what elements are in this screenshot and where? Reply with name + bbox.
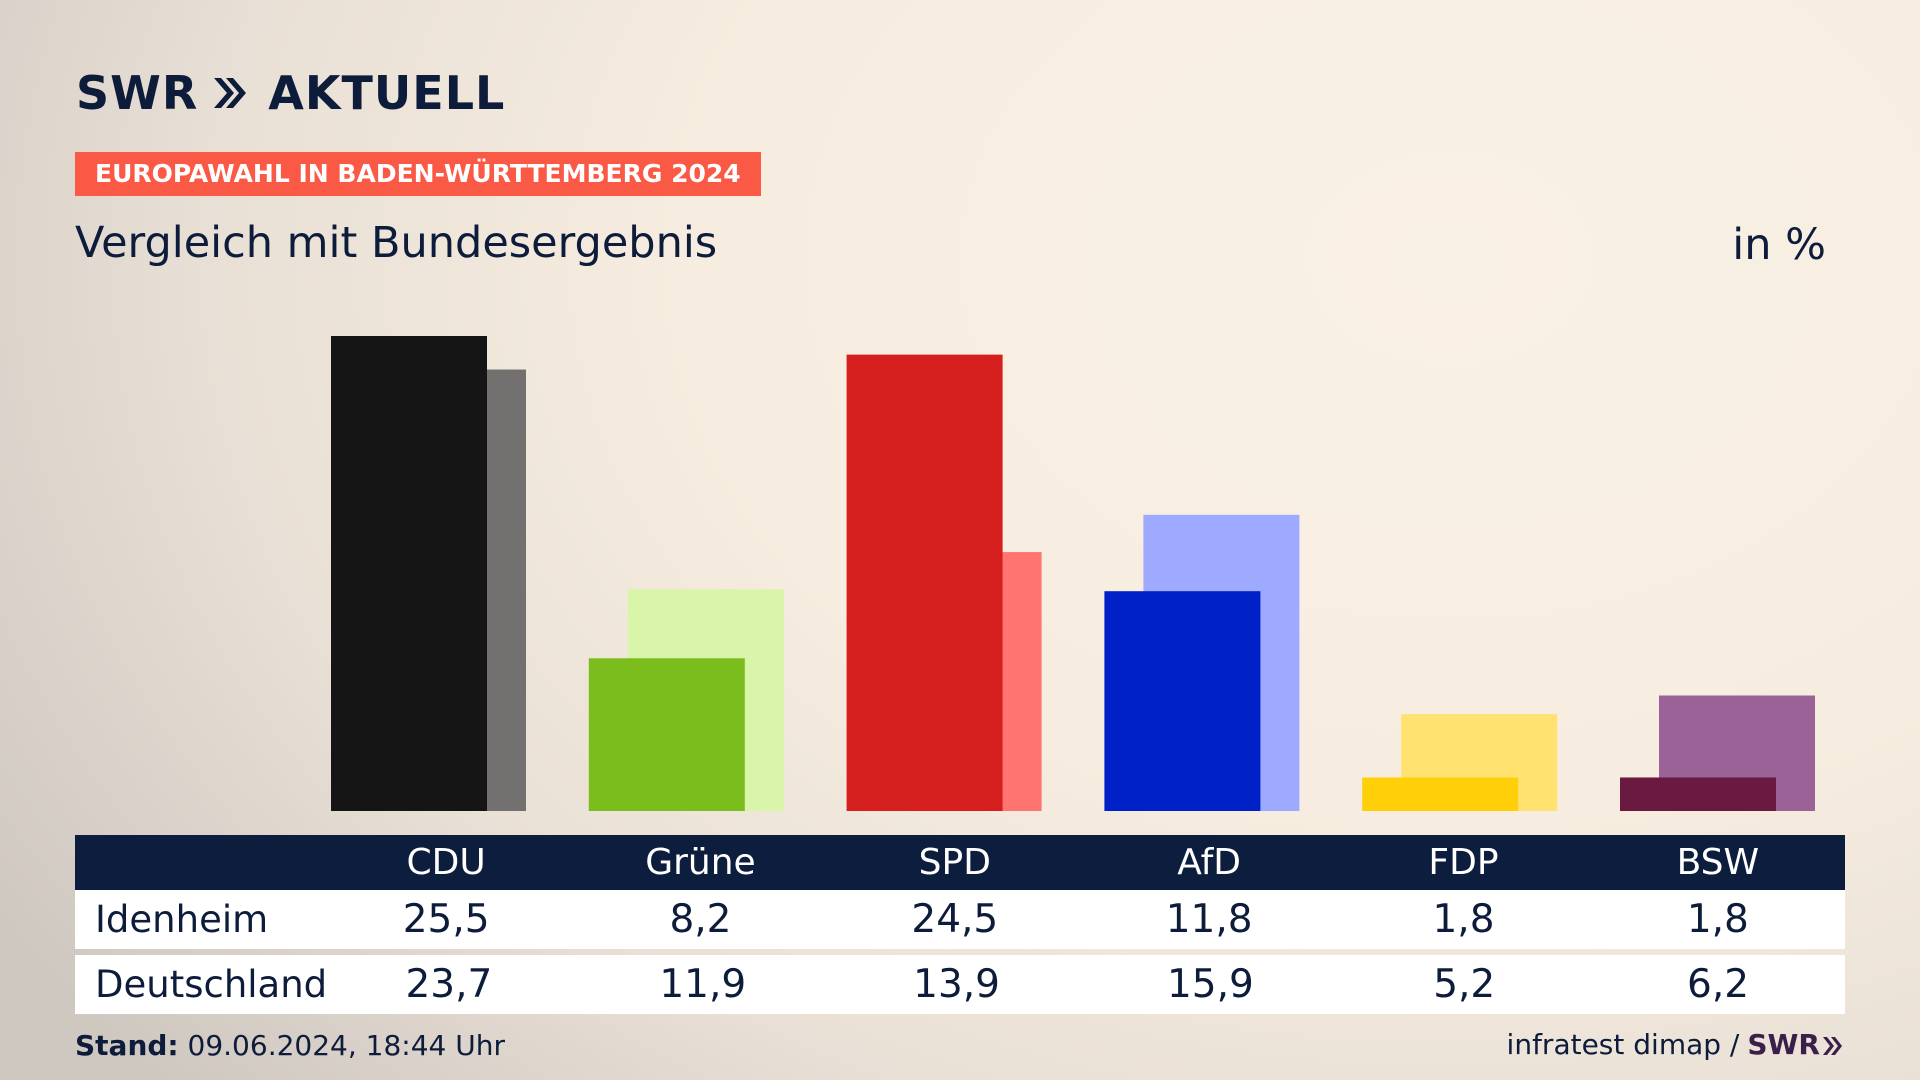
bar-idenheim-fdp — [1362, 777, 1519, 811]
election-tag: EUROPAWAHL IN BADEN-WÜRTTEMBERG 2024 — [75, 152, 761, 196]
timestamp: Stand: 09.06.2024, 18:44 Uhr — [75, 1029, 505, 1062]
table-header-row: CDU Grüne SPD AfD FDP BSW — [75, 835, 1845, 890]
party-header-grüne: Grüne — [645, 842, 756, 883]
value-cell: 1,8 — [1432, 897, 1495, 942]
party-header-fdp: FDP — [1428, 842, 1499, 883]
value-cell: 6,2 — [1687, 962, 1750, 1007]
swr-aktuell-logo: SWR AKTUELL — [76, 66, 506, 120]
table-row-deutschland: Deutschland 23,7 11,9 13,9 15,9 5,2 6,2 — [75, 955, 1845, 1014]
bar-idenheim-grüne — [588, 658, 745, 811]
value-cell: 8,2 — [669, 897, 732, 942]
logo-swr-text: SWR — [76, 66, 199, 120]
value-cell: 11,8 — [1165, 897, 1253, 942]
double-chevron-icon — [1823, 1037, 1842, 1055]
value-cell: 1,8 — [1686, 897, 1749, 942]
party-header-afd: AfD — [1177, 842, 1242, 883]
bar-chart — [331, 336, 1815, 811]
party-header-cdu: CDU — [406, 842, 486, 883]
value-cell: 24,5 — [911, 897, 999, 942]
value-cell: 25,5 — [402, 897, 490, 942]
chart-subtitle: Vergleich mit Bundesergebnis — [75, 218, 718, 268]
logo-aktuell-text: AKTUELL — [268, 66, 506, 120]
value-cell: 15,9 — [1166, 962, 1254, 1007]
stand-label: Stand: — [75, 1029, 179, 1062]
table-row-idenheim: Idenheim 25,5 8,2 24,5 11,8 1,8 1,8 — [75, 890, 1845, 949]
value-cell: 23,7 — [405, 962, 493, 1007]
value-cell: 5,2 — [1433, 962, 1496, 1007]
source-credit: infratest dimap / SWR — [1507, 1028, 1844, 1061]
bar-idenheim-bsw — [1620, 777, 1776, 811]
row-label: Deutschland — [95, 963, 328, 1006]
double-chevron-icon — [212, 76, 248, 110]
source-text: infratest dimap / — [1506, 1028, 1740, 1061]
bar-idenheim-cdu — [331, 336, 487, 811]
stand-value: 09.06.2024, 18:44 Uhr — [187, 1029, 505, 1062]
source-swr-logo: SWR — [1747, 1028, 1844, 1061]
bar-idenheim-afd — [1104, 591, 1261, 811]
value-cell: 11,9 — [659, 962, 747, 1007]
party-header-bsw: BSW — [1676, 842, 1760, 883]
results-table: CDU Grüne SPD AfD FDP BSW Idenheim 25,5 8,2 24,… — [75, 835, 1845, 1014]
row-label: Idenheim — [95, 898, 269, 941]
bar-idenheim-spd — [846, 354, 1003, 811]
source-swr-text: SWR — [1747, 1028, 1820, 1061]
value-cell: 13,9 — [913, 962, 1000, 1007]
party-header-spd: SPD — [918, 842, 991, 883]
unit-label: in % — [1732, 220, 1826, 270]
